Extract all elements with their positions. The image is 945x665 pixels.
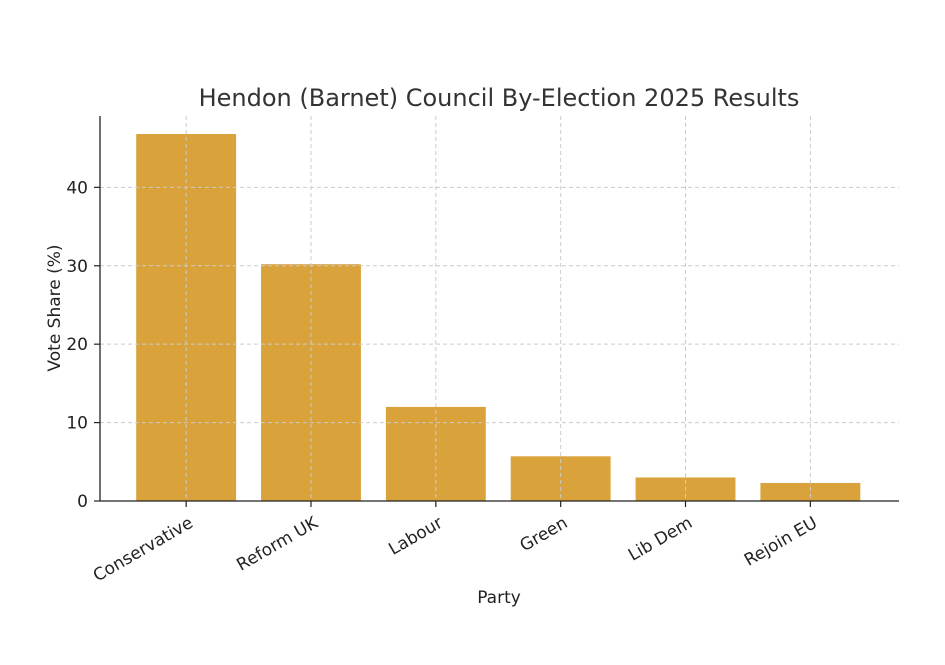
- x-tick-label: Rejoin EU: [741, 513, 821, 571]
- bars: [136, 134, 861, 502]
- grid: [100, 116, 899, 501]
- x-tick-label: Conservative: [90, 513, 197, 586]
- y-tick-label: 10: [66, 414, 88, 434]
- x-tick-label: Lib Dem: [625, 513, 696, 566]
- bar-rejoin-eu: [760, 482, 861, 501]
- y-tick-label: 30: [66, 257, 88, 277]
- x-tick-label: Reform UK: [233, 513, 322, 576]
- x-axis-label: Party: [477, 588, 521, 608]
- x-tick-label: Labour: [385, 513, 446, 560]
- y-tick-label: 40: [66, 178, 88, 198]
- x-tick-label: Green: [517, 513, 572, 556]
- y-axis-label: Vote Share (%): [45, 244, 65, 371]
- axes: [99, 116, 899, 502]
- y-ticks: 0 10 20 30 40: [66, 178, 100, 512]
- y-tick-label: 0: [77, 492, 88, 512]
- x-ticks: Conservative Reform UK Labour Green Lib Dem R…: [90, 501, 821, 586]
- bar-green: [510, 456, 611, 501]
- chart-title: Hendon (Barnet) Council By-Election 2025…: [199, 84, 800, 112]
- y-tick-label: 20: [66, 335, 88, 355]
